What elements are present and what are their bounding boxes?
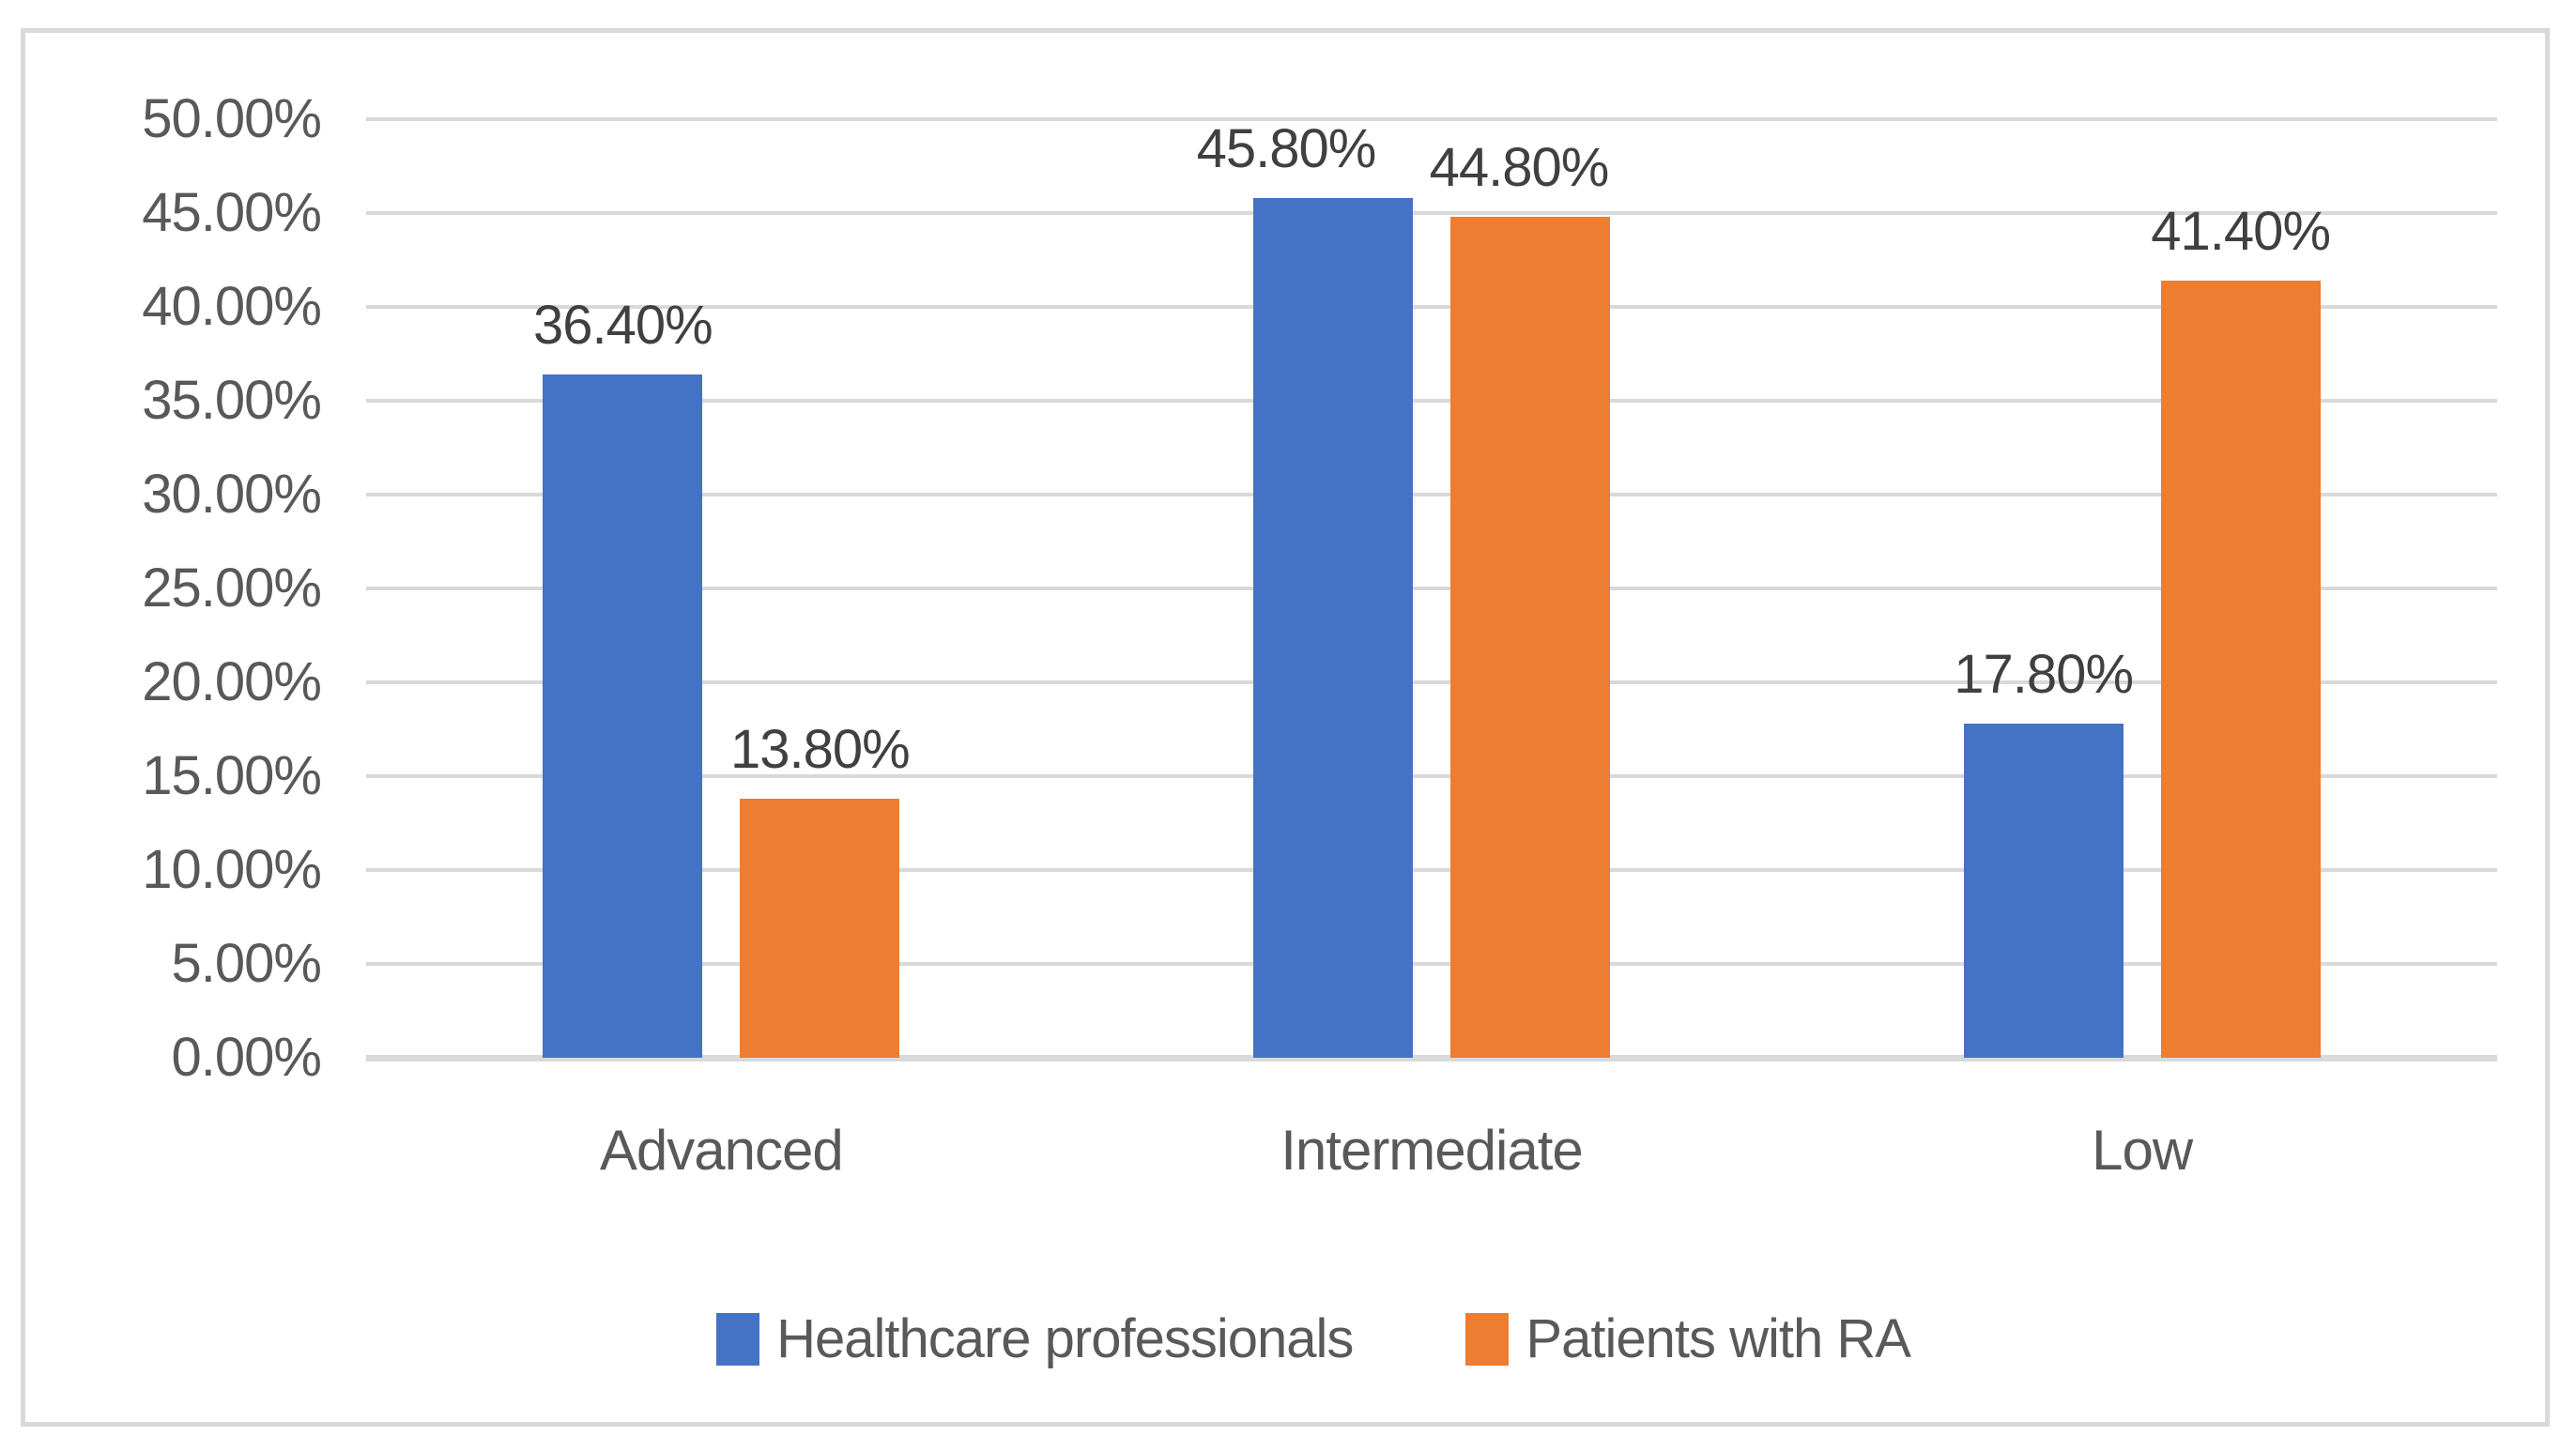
x-axis-baseline [366, 1055, 2497, 1062]
y-axis-tick-label: 45.00% [142, 182, 322, 243]
bar-healthcare-professionals-intermediate [1253, 198, 1413, 1058]
y-axis-tick-label: 20.00% [142, 651, 322, 712]
y-axis-tick-label: 0.00% [171, 1027, 322, 1088]
chart-border-frame: Healthcare professionals Patients with RA… [21, 28, 2550, 1427]
gridline [366, 305, 2497, 309]
y-axis-tick-label: 10.00% [142, 839, 322, 900]
legend-swatch-icon [716, 1312, 760, 1366]
x-axis-category-label-intermediate: Intermediate [1280, 1119, 1584, 1182]
bar-healthcare-professionals-low [1963, 724, 2124, 1058]
bar-patients-with-ra-intermediate [1450, 217, 1610, 1058]
legend-item-patients-with-ra: Patients with RA [1465, 1307, 1911, 1370]
x-axis-category-label-advanced: Advanced [599, 1119, 844, 1182]
y-axis-tick-label: 40.00% [142, 276, 322, 337]
y-axis-tick-label: 50.00% [142, 88, 322, 149]
legend-swatch-icon [1465, 1312, 1510, 1366]
data-label-patients-with-ra-advanced: 13.80% [729, 719, 911, 780]
data-label-patients-with-ra-low: 41.40% [2151, 201, 2331, 262]
legend: Healthcare professionals Patients with RA [25, 1307, 2576, 1370]
gridline [366, 399, 2497, 403]
gridline [366, 774, 2497, 778]
x-axis-category-label-low: Low [2092, 1119, 2193, 1182]
legend-label: Healthcare professionals [776, 1308, 1354, 1369]
y-axis-tick-label: 25.00% [142, 557, 322, 619]
data-label-healthcare-professionals-low: 17.80% [1954, 644, 2134, 705]
gridline [366, 587, 2497, 590]
y-axis-tick-label: 5.00% [171, 933, 322, 994]
gridline [366, 117, 2497, 121]
y-axis-tick-label: 35.00% [142, 370, 322, 431]
gridline [366, 962, 2497, 966]
bar-patients-with-ra-advanced [740, 799, 900, 1058]
bar-healthcare-professionals-advanced [543, 374, 703, 1058]
gridline [366, 493, 2497, 496]
gridline [366, 680, 2497, 684]
data-label-patients-with-ra-intermediate: 44.80% [1429, 137, 1610, 198]
legend-item-healthcare-professionals: Healthcare professionals [716, 1307, 1354, 1370]
legend-label: Patients with RA [1526, 1308, 1911, 1369]
y-axis-tick-label: 30.00% [142, 464, 322, 525]
y-axis-tick-label: 15.00% [142, 745, 322, 806]
data-label-healthcare-professionals-advanced: 36.40% [532, 295, 713, 356]
bar-patients-with-ra-low [2160, 281, 2321, 1058]
gridline [366, 868, 2497, 872]
data-label-healthcare-professionals-intermediate: 45.80% [1196, 118, 1377, 179]
gridline [366, 211, 2497, 215]
